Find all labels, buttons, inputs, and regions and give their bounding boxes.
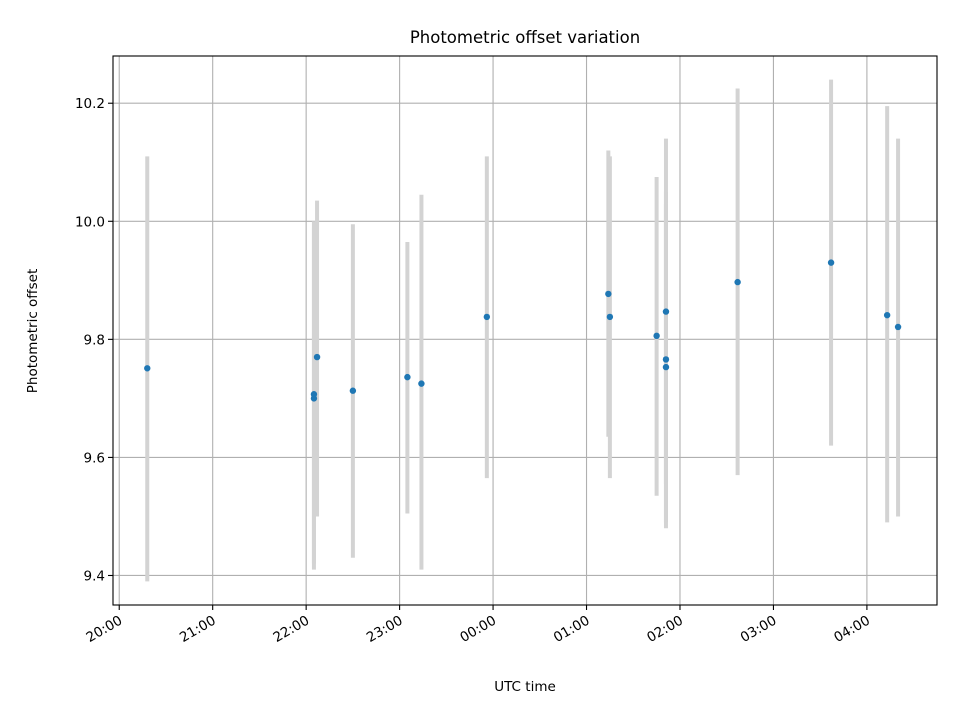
- data-point: [894, 323, 902, 331]
- data-point: [144, 365, 151, 372]
- data-point: [404, 373, 411, 381]
- data-point: [313, 353, 321, 361]
- grid-layer: [113, 56, 937, 605]
- y-tick-label: 9.8: [84, 332, 105, 348]
- data-point: [653, 332, 660, 340]
- y-tick-label: 9.4: [84, 568, 105, 584]
- y-tick-label: 10.2: [75, 96, 105, 112]
- x-axis-label: UTC time: [494, 679, 556, 695]
- y-ticks: 9.4 9.6 9.8 10.0 10.2: [75, 96, 113, 584]
- y-axis-label: Photometric offset: [25, 269, 41, 393]
- data-point: [883, 311, 891, 319]
- data-point: [483, 313, 491, 321]
- data-point: [662, 363, 670, 371]
- plot-frame: [112, 55, 938, 606]
- data-point: [418, 380, 425, 387]
- y-tick-label: 10.0: [75, 214, 105, 230]
- y-tick-label: 9.6: [84, 450, 105, 466]
- data-point: [310, 391, 318, 398]
- data-point: [349, 387, 357, 394]
- data-point: [606, 313, 614, 321]
- chart-title: Photometric offset variation: [410, 28, 640, 47]
- data-point: [827, 259, 835, 266]
- data-point: [605, 290, 612, 298]
- data-point: [662, 308, 670, 315]
- data-point: [734, 278, 741, 286]
- data-point: [662, 356, 670, 363]
- data-points-layer: [144, 259, 902, 402]
